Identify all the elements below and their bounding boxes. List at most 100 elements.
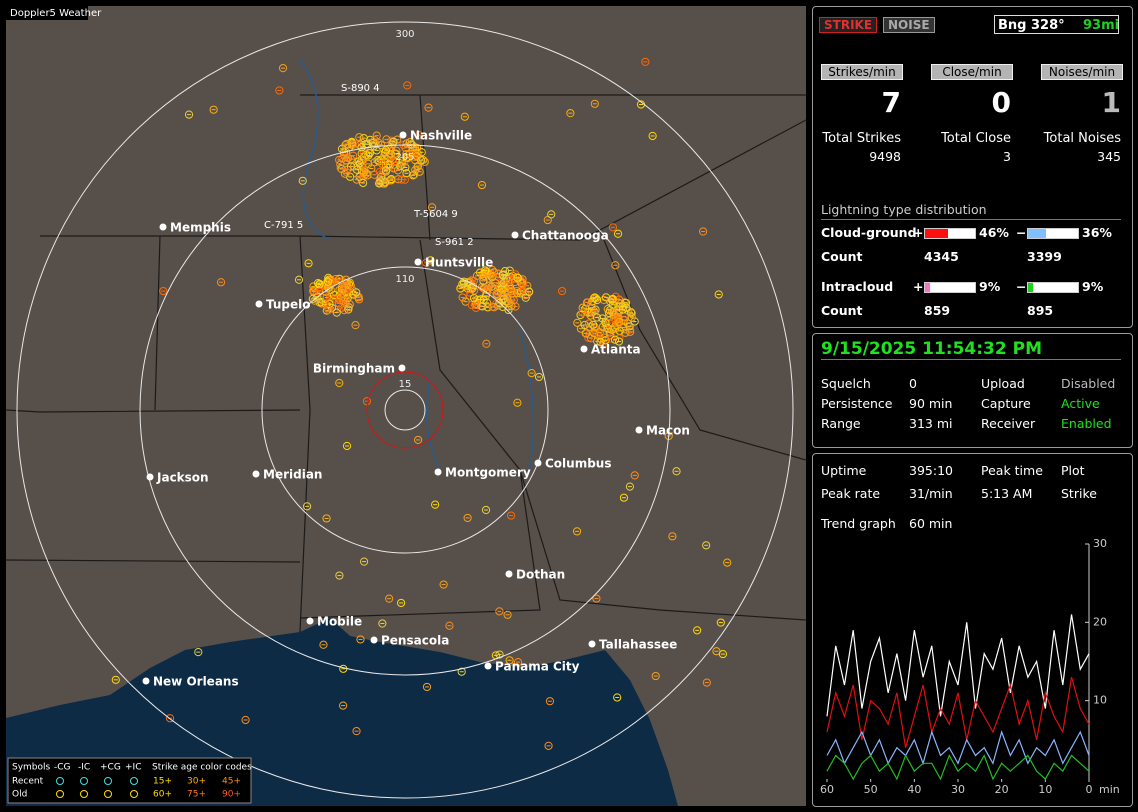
strike-ring [390, 149, 400, 158]
strike-symbol [414, 435, 423, 445]
strike-ring [356, 635, 365, 644]
city-dot [511, 231, 519, 239]
strike-symbol [427, 203, 437, 212]
strike-ring [478, 273, 487, 282]
strike-ring [380, 151, 389, 160]
strike-symbol [382, 135, 391, 144]
strike-ring [346, 281, 355, 290]
strike-symbol [340, 281, 349, 290]
strike-ring [479, 295, 488, 305]
strike-symbol [350, 140, 360, 149]
divider [821, 359, 1121, 360]
strike-ring [619, 323, 628, 332]
strike-symbol [593, 295, 602, 305]
rate-button[interactable]: Noises/min [1041, 64, 1123, 80]
city-label: Jackson [156, 471, 209, 485]
strike-symbol [510, 277, 519, 287]
strike-ring [402, 169, 411, 178]
city-dot [142, 677, 150, 685]
strike-ring [355, 159, 364, 168]
strike-symbol [403, 153, 412, 163]
strike-symbol [356, 635, 365, 644]
strike-symbol [578, 308, 587, 317]
legend-glyph [104, 790, 112, 798]
strike-ring [591, 305, 600, 314]
strike-ring [351, 321, 360, 330]
distance: 93mi [1083, 18, 1120, 33]
y-tick-label: 20 [1093, 615, 1107, 628]
strike-ring [464, 278, 473, 287]
strike-symbol [613, 693, 622, 702]
strike-symbol [611, 324, 620, 333]
x-tick-label: 30 [951, 783, 965, 796]
strike-ring [557, 286, 567, 296]
strike-ring [527, 368, 536, 378]
strike-ring [578, 308, 587, 317]
strike-symbol [385, 594, 394, 603]
strike-ring [340, 169, 350, 178]
x-tick-label: 0 [1086, 783, 1093, 796]
legend-row-label: Old [12, 790, 27, 800]
strike-ring [601, 336, 610, 345]
strike-button[interactable]: STRIKE [819, 17, 878, 33]
strike-symbol [511, 302, 520, 311]
city-dot [370, 636, 378, 644]
noise-button[interactable]: NOISE [883, 17, 935, 33]
strike-ring [716, 618, 725, 627]
sign: + [913, 225, 924, 240]
rate-button[interactable]: Close/min [931, 64, 1013, 80]
strike-symbol [590, 329, 599, 338]
strike-ring [341, 275, 350, 284]
strike-ring [458, 280, 467, 289]
strike-symbol [322, 514, 331, 523]
strike-ring [461, 297, 470, 306]
strike-ring [544, 741, 553, 750]
strike-ring [335, 378, 344, 388]
stats-panel: STRIKE NOISE Bng 328° 93mi Strikes/min 7 Total… [812, 6, 1133, 328]
clock: 9/15/2025 11:54:32 PM [821, 339, 1042, 359]
trend-line [826, 614, 1090, 717]
strike-symbol [495, 607, 504, 616]
strike-symbol [349, 151, 358, 160]
strike-symbol [456, 284, 465, 293]
strike-ring [209, 105, 218, 114]
strike-symbol [351, 321, 360, 330]
strike-symbol [390, 149, 400, 158]
strike-symbol [605, 318, 614, 328]
strike-symbol [420, 157, 429, 166]
percent-bar-box [1027, 228, 1079, 239]
strike-symbol [403, 81, 412, 90]
percent-bar-box [924, 228, 976, 239]
status-panel: 9/15/2025 11:54:32 PM Squelch 0 Upload Disab… [812, 333, 1133, 448]
strike-symbol [478, 302, 487, 311]
strike-symbol [375, 167, 384, 176]
strike-ring [615, 317, 624, 327]
strike-ring [622, 303, 631, 312]
strike-ring [672, 467, 681, 476]
strike-ring [505, 656, 514, 665]
strike-symbol [641, 57, 650, 66]
legend-symbol: -CG [54, 763, 71, 773]
stat-cell: Plot [1061, 463, 1085, 478]
strike-ring [349, 290, 358, 299]
strike-symbol [346, 281, 355, 290]
strike-ring [495, 607, 504, 616]
total-value: 345 [1097, 149, 1121, 164]
total-label: Total Noises [1043, 131, 1121, 146]
percent-bar [1028, 229, 1046, 238]
strike-ring [477, 180, 487, 190]
rate-button[interactable]: Strikes/min [821, 64, 903, 80]
status-cell: Enabled [1061, 416, 1112, 431]
strike-ring [625, 482, 635, 491]
strike-symbol [275, 86, 284, 95]
strike-ring [396, 161, 405, 171]
strike-symbol [458, 293, 467, 302]
strike-symbol [463, 513, 472, 523]
trend-panel: 10 20 30 60 50 40 30 20 10 0 min Uptime 395:10 Peak … [812, 453, 1133, 807]
strike-symbol [572, 527, 582, 536]
state-borders [6, 94, 806, 633]
strike-symbol [184, 110, 194, 119]
station-label: S-961 2 [435, 237, 474, 248]
strike-ring [403, 153, 412, 163]
strike-ring [159, 286, 168, 296]
